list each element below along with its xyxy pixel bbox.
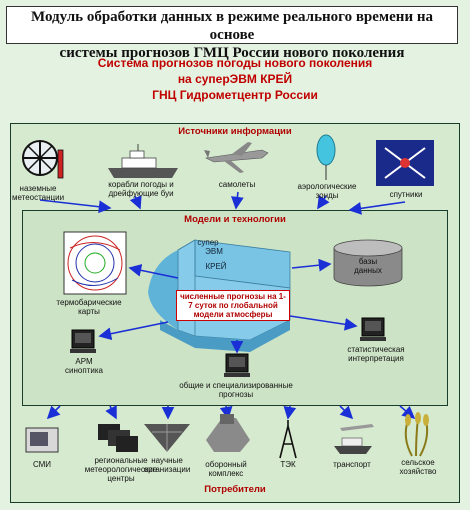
consumers-header: Потребители xyxy=(204,484,266,495)
source-arrows xyxy=(39,191,406,215)
label-krei: КРЕЙ xyxy=(205,262,227,271)
label-satellites: спутники xyxy=(389,190,423,199)
subtitle-line-3: ГНЦ Гидрометцентр России xyxy=(152,88,318,102)
label-stat: статистическая интерпретация xyxy=(347,345,405,363)
label-tek: ТЭК xyxy=(280,460,296,469)
regional-centers-icon xyxy=(98,424,138,452)
label-ground-stations: наземные метеостанции xyxy=(11,184,65,202)
ground-station-icon xyxy=(22,140,64,179)
label-agriculture: сельское хозяйство xyxy=(399,458,437,476)
general-computer-icon xyxy=(224,353,250,377)
subtitle-line-2: на суперЭВМ КРЕЙ xyxy=(177,72,293,86)
label-evm: ЭВМ xyxy=(205,247,223,256)
satellite-icon xyxy=(376,140,434,186)
title-line-2: системы прогнозов ГМЦ России нового поко… xyxy=(59,45,405,61)
label-thermobaric: термобарические карты xyxy=(56,298,122,316)
models-header: Модели и технологии xyxy=(184,214,286,225)
label-ships: корабли погоды и дрейфующие буи xyxy=(108,180,174,198)
page-title: Модуль обработки данных в режиме реально… xyxy=(6,6,458,61)
defense-icon xyxy=(206,414,250,452)
label-transport: транспорт xyxy=(333,460,371,469)
tek-icon xyxy=(279,420,297,459)
plane-icon xyxy=(204,142,269,173)
forecast-box: численные прогнозы на 1-7 суток по глоба… xyxy=(176,290,290,321)
title-line-1: Модуль обработки данных в режиме реально… xyxy=(31,9,433,43)
balloon-icon xyxy=(316,134,336,180)
label-regional: региональные метеорологические центры xyxy=(84,456,158,483)
label-super: супер xyxy=(197,238,219,247)
label-general: общие и специализированные прогнозы xyxy=(179,381,293,399)
label-planes: самолеты xyxy=(218,180,256,189)
ship-icon xyxy=(108,144,178,178)
label-arm: АРМ синоптика xyxy=(65,357,103,375)
model-arrows xyxy=(98,258,358,354)
arm-computer-icon xyxy=(70,329,96,353)
label-sondes: аэрологические зонды xyxy=(297,182,357,200)
agriculture-icon xyxy=(404,412,429,457)
thermobaric-map-icon xyxy=(63,231,127,295)
label-science: научные организации xyxy=(143,456,191,474)
label-media: СМИ xyxy=(32,460,52,469)
database-icon xyxy=(333,239,403,287)
stat-computer-icon xyxy=(360,317,386,341)
label-database: базы данных xyxy=(354,257,382,275)
media-icon xyxy=(25,427,59,453)
transport-icon xyxy=(334,424,374,454)
sources-header: Источники информации xyxy=(178,126,292,137)
subtitle-line-1: Система прогнозов погоды нового поколени… xyxy=(97,56,373,70)
science-icon xyxy=(144,424,190,452)
label-defense: оборонный комплекс xyxy=(205,460,247,478)
consumer-arrows xyxy=(46,405,416,420)
